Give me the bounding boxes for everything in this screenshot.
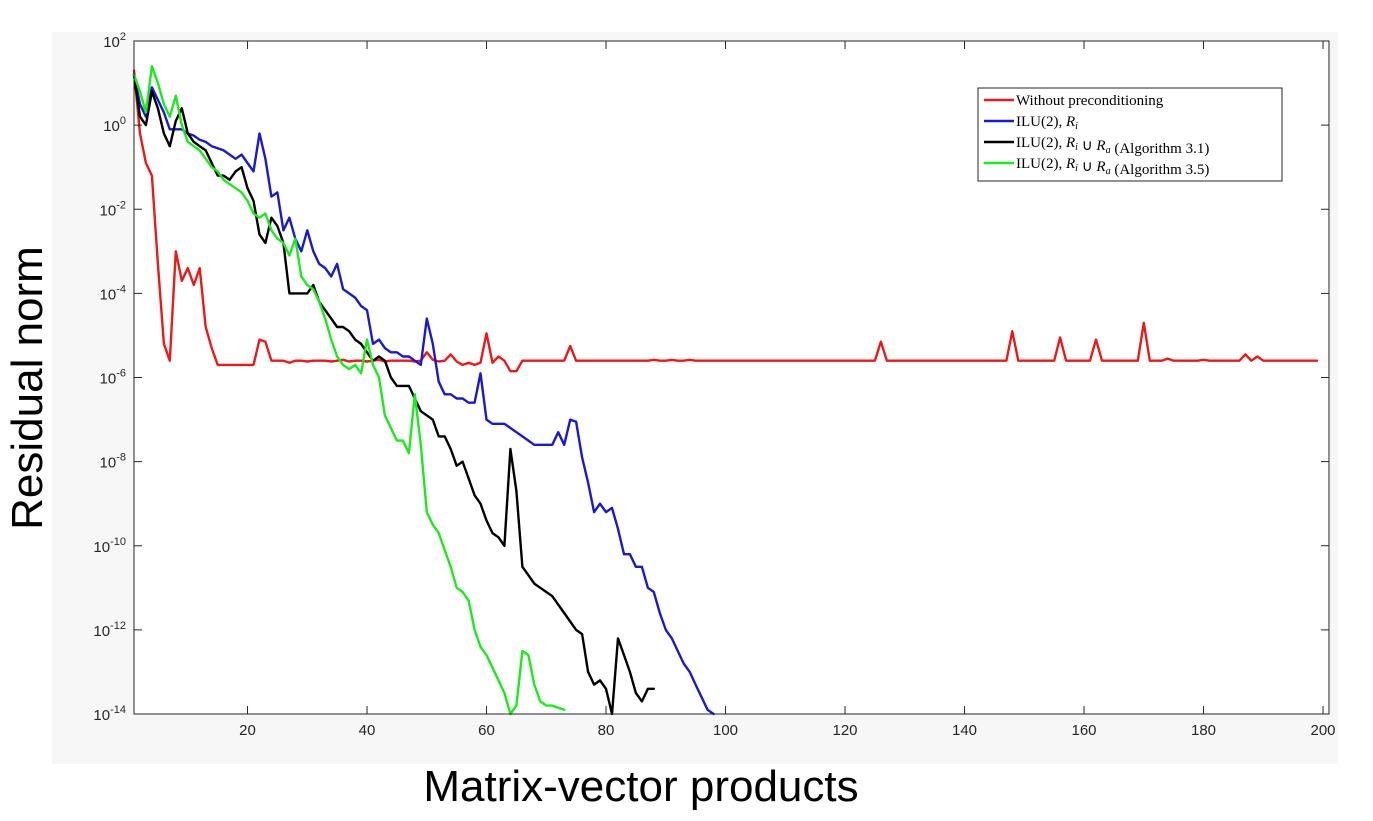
y-tick-label: 10-6 [100,368,126,388]
x-tick-label: 20 [239,722,256,739]
legend-entry: Without preconditioning [1016,93,1164,109]
x-axis-label: Matrix-vector products [423,762,859,811]
tick-layer: 20 40 60 80 100 120 140 160 180 200 10-14 10-12 10-1… [93,31,1335,739]
y-tick-label: 10-8 [100,452,126,472]
series-line-1 [132,69,1319,373]
y-tick-label: 10-2 [100,199,126,219]
legend-entry: ILU(2), Ri ∪ Ra (Algorithm 3.1) [1016,135,1209,157]
y-tick-label: 10-10 [93,536,126,556]
y-tick-label: 102 [103,31,126,51]
x-tick-label: 120 [833,722,858,739]
legend: Without preconditioning ILU(2), Ri ILU(2),… [977,87,1283,182]
x-tick-label: 100 [713,722,738,739]
y-axis-label: Residual norm [3,246,52,530]
y-tick-label: 100 [103,115,126,135]
x-tick-label: 140 [952,722,977,739]
legend-entry: ILU(2), Ri [1016,114,1078,132]
x-tick-label: 180 [1191,722,1216,739]
series-layer [132,64,1319,716]
series-line-4 [132,64,566,716]
y-tick-label: 10-4 [100,283,126,303]
x-tick-label: 40 [359,722,376,739]
y-tick-label: 10-12 [93,620,126,640]
x-tick-label: 80 [598,722,615,739]
legend-entry: ILU(2), Ri ∪ Ra (Algorithm 3.5) [1016,156,1209,178]
y-tick-label: 10-14 [93,704,126,724]
series-line-2 [132,73,715,716]
x-tick-label: 200 [1311,722,1336,739]
legend-box [977,87,1283,182]
x-tick-label: 60 [478,722,495,739]
x-tick-label: 160 [1072,722,1097,739]
